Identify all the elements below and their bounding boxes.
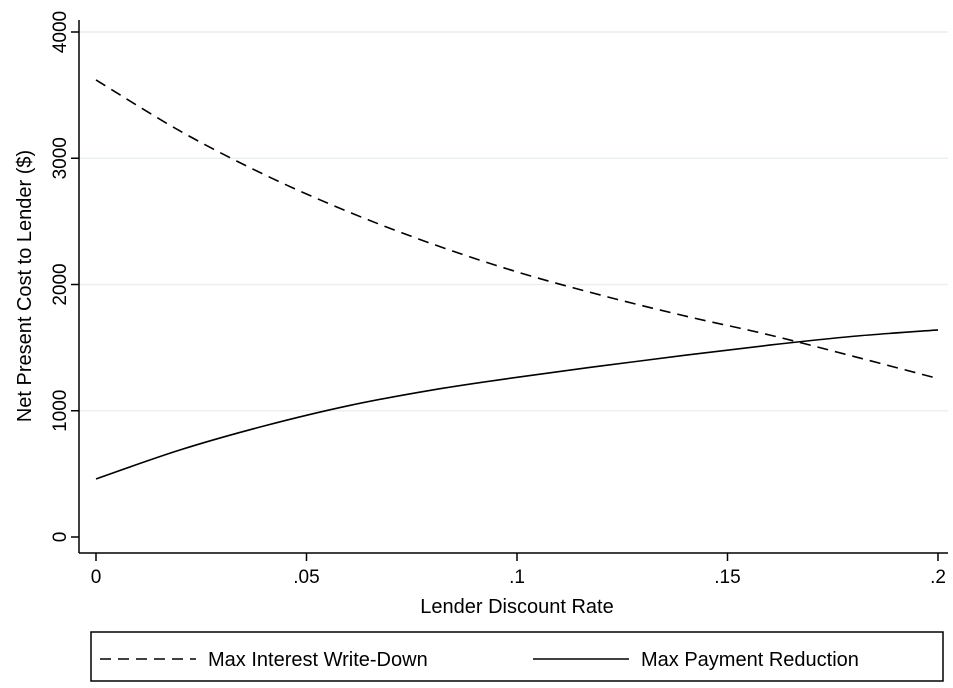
legend: Max Interest Write-Down Max Payment Redu… xyxy=(90,631,944,682)
y-tick-label-0: 0 xyxy=(50,532,71,543)
legend-box xyxy=(90,631,944,682)
x-tick-label-05: .05 xyxy=(293,567,319,588)
y-tick-label-1000: 1000 xyxy=(50,390,71,432)
series-line-max-interest-write-down xyxy=(95,79,939,380)
x-tick-label-0: 0 xyxy=(91,567,102,588)
axes xyxy=(71,20,948,561)
legend-label-max-interest-write-down: Max Interest Write-Down xyxy=(208,649,428,671)
y-axis-title: Net Present Cost to Lender ($) xyxy=(14,150,36,422)
gridlines xyxy=(79,31,948,412)
y-tick-label-3000: 3000 xyxy=(50,137,71,179)
series-line-max-payment-reduction xyxy=(95,329,939,480)
x-tick-label-2: .2 xyxy=(930,567,946,588)
legend-label-max-payment-reduction: Max Payment Reduction xyxy=(641,649,859,671)
y-tick-label-2000: 2000 xyxy=(50,263,71,305)
series-lines xyxy=(95,79,939,480)
y-tick-label-4000: 4000 xyxy=(50,11,71,53)
x-tick-label-1: .1 xyxy=(509,567,525,588)
tick-labels: 0 1000 2000 3000 4000 0 .05 .1 .15 .2 xyxy=(50,11,946,588)
x-tick-label-15: .15 xyxy=(714,567,740,588)
x-axis-title: Lender Discount Rate xyxy=(420,596,613,618)
